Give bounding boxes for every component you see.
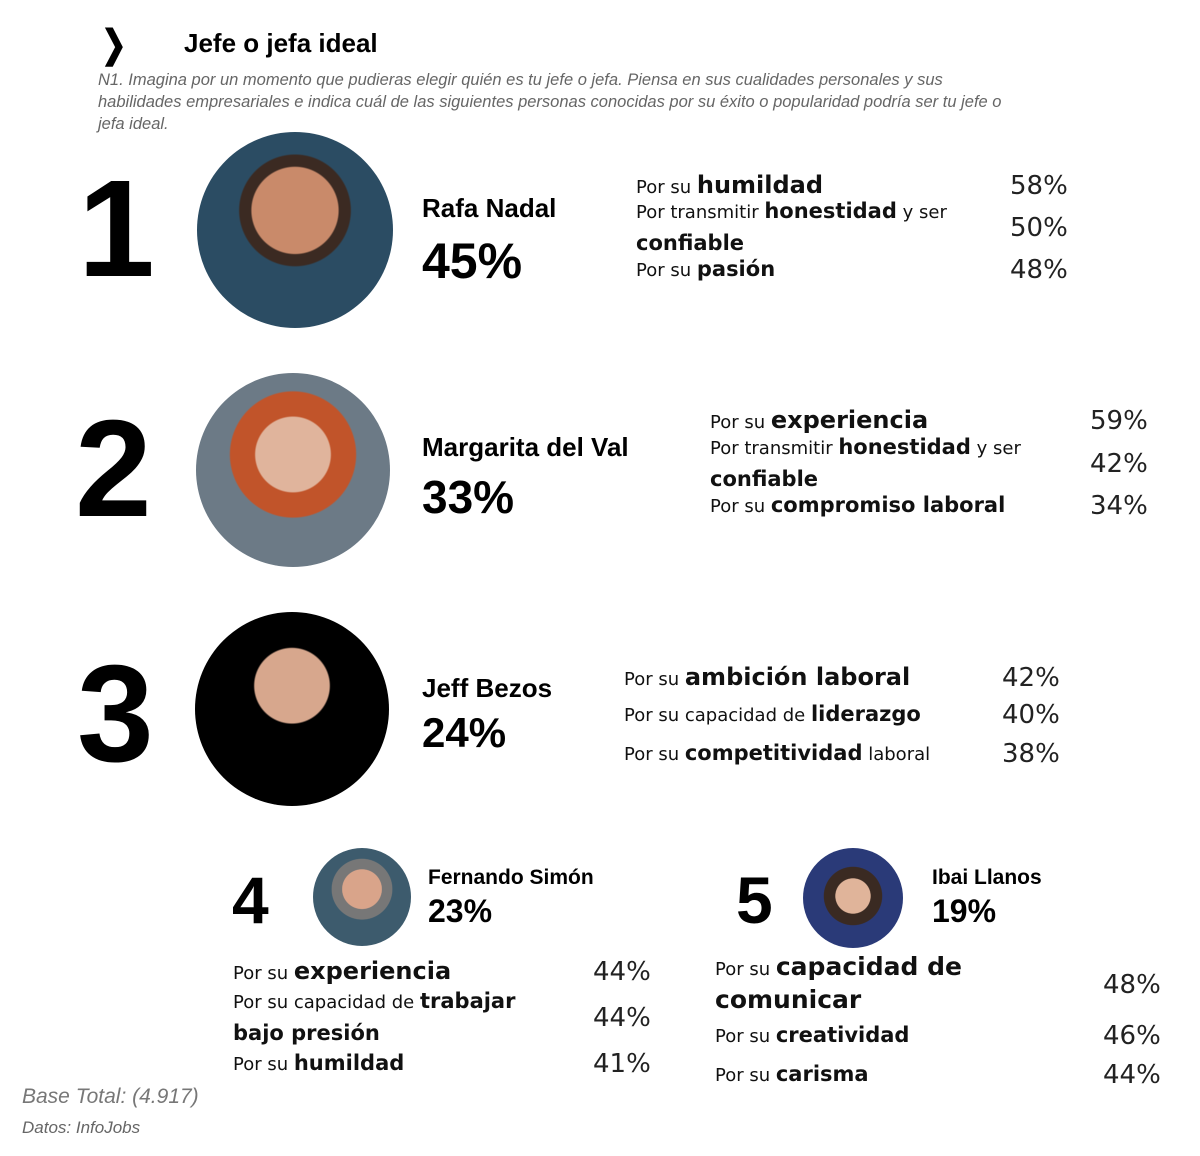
reason-keyword: humildad: [696, 170, 824, 199]
reason-percent: 46%: [1103, 1021, 1161, 1051]
reason-text: y ser: [896, 201, 947, 223]
reason-percent: 42%: [1002, 663, 1060, 693]
survey-question: N1. Imagina por un momento que pudieras …: [98, 71, 1002, 133]
data-source: Datos: InfoJobs: [22, 1118, 141, 1137]
reason-percent: 38%: [1002, 739, 1060, 769]
reason-row: Por su carisma 44%: [715, 1055, 1173, 1095]
reason-keyword: experiencia: [293, 956, 452, 985]
reason-text: Por transmitir: [636, 201, 765, 223]
reason-percent: 48%: [1103, 970, 1161, 1000]
reason-row: Por su ambición laboral 42%: [624, 660, 1072, 696]
reason-row: Por su capacidad de liderazgo 40%: [624, 696, 1072, 734]
reason-text: Por su: [710, 496, 771, 517]
person-name: Ibai Llanos: [932, 866, 1042, 889]
reason-keyword: creatividad: [775, 1023, 910, 1047]
reason-percent: 58%: [1010, 171, 1068, 201]
chevron-right-icon: ❯: [101, 24, 127, 66]
reason-text: Por su: [636, 176, 697, 198]
reason-keyword: competitividad: [684, 741, 863, 765]
reason-keyword: capacidad de comunicar: [715, 952, 962, 1014]
reason-keyword: honestidad: [838, 434, 971, 459]
person-percent: 45%: [422, 233, 523, 289]
reasons-list: Por su capacidad de comunicar 48% Por su c…: [715, 952, 1173, 1095]
page-title: Jefe o jefa ideal: [184, 28, 378, 58]
reason-percent: 59%: [1090, 406, 1148, 436]
reason-keyword: humildad: [293, 1051, 405, 1075]
reason-text: Por su: [636, 260, 697, 281]
reasons-list: Por su humildad 58% Por transmitir honesti…: [636, 170, 1080, 285]
reason-row: Por su compromiso laboral 34%: [710, 491, 1160, 521]
reason-keyword: liderazgo: [810, 702, 921, 726]
reason-keyword: ambición laboral: [684, 662, 911, 691]
reason-keyword: confiable: [636, 230, 745, 255]
person-photo: [196, 373, 390, 567]
reason-percent: 48%: [1010, 255, 1068, 285]
person-photo: [803, 848, 903, 948]
reason-text: laboral: [862, 744, 931, 765]
reason-row: Por su pasión 48%: [636, 255, 1080, 285]
reason-percent: 41%: [593, 1049, 651, 1079]
reason-text: Por su: [624, 744, 685, 765]
rank-number: 5: [736, 863, 773, 937]
reason-row: Por su experiencia 44%: [233, 955, 663, 989]
reason-percent: 50%: [1010, 212, 1068, 243]
reason-row: Por su competitividad laboral 38%: [624, 734, 1072, 774]
reason-row: Por su capacidad de comunicar 48%: [715, 952, 1173, 1017]
reason-row: Por transmitir honestidad y ser confiabl…: [710, 434, 1160, 491]
rank-number: 2: [75, 392, 152, 546]
person-percent: 19%: [932, 893, 997, 929]
rank-number: 3: [77, 637, 154, 791]
person-name: Jeff Bezos: [422, 673, 553, 703]
reason-percent: 44%: [593, 957, 651, 987]
reason-text: Por su: [715, 959, 776, 980]
reason-text: Por su: [624, 668, 685, 690]
reason-keyword: pasión: [696, 257, 776, 281]
reason-row: Por su humildad 58%: [636, 170, 1080, 201]
person-photo: [197, 132, 393, 328]
person-photo: [195, 612, 389, 806]
reason-text: Por su capacidad de: [233, 992, 420, 1013]
reason-text: Por su: [233, 1054, 294, 1075]
reason-row: Por su creatividad 46%: [715, 1017, 1173, 1055]
person-name: Rafa Nadal: [422, 193, 557, 223]
reason-row: Por su humildad 41%: [233, 1047, 663, 1081]
person-name: Fernando Simón: [428, 866, 594, 889]
reason-keyword: experiencia: [770, 405, 929, 434]
reasons-list: Por su ambición laboral 42% Por su capacid…: [624, 660, 1072, 774]
rank-number: 4: [232, 863, 269, 937]
reason-keyword: confiable: [710, 466, 819, 491]
reason-text: Por su: [710, 411, 771, 433]
reason-text: Por transmitir: [710, 437, 839, 459]
reason-text: Por su: [715, 1026, 776, 1047]
person-photo: [313, 848, 411, 946]
reason-percent: 44%: [593, 1003, 651, 1033]
reason-percent: 40%: [1002, 700, 1060, 730]
reason-row: Por su capacidad de trabajar bajo presió…: [233, 989, 663, 1047]
reason-row: Por su experiencia 59%: [710, 406, 1160, 436]
reason-keyword: trabajar bajo presión: [233, 989, 516, 1045]
reason-text: Por su capacidad de: [624, 705, 811, 726]
person-name: Margarita del Val: [422, 432, 629, 462]
reason-percent: 34%: [1090, 491, 1148, 521]
reasons-list: Por su experiencia 44% Por su capacidad de…: [233, 955, 663, 1081]
reason-row: Por transmitir honestidad y ser confiabl…: [636, 198, 1080, 255]
reasons-list: Por su experiencia 59% Por transmitir hone…: [710, 406, 1160, 521]
rank-number: 1: [78, 152, 155, 306]
reason-keyword: compromiso laboral: [770, 493, 1006, 517]
reason-text: Por su: [715, 1065, 776, 1086]
reason-percent: 42%: [1090, 448, 1148, 479]
reason-keyword: carisma: [775, 1062, 869, 1086]
base-total: Base Total: (4.917): [22, 1085, 199, 1108]
reason-keyword: honestidad: [764, 198, 897, 223]
person-percent: 23%: [428, 893, 493, 929]
reason-text: Por su: [233, 962, 294, 984]
reason-text: y ser: [970, 437, 1021, 459]
person-percent: 24%: [422, 709, 507, 756]
reason-percent: 44%: [1103, 1060, 1161, 1090]
person-percent: 33%: [422, 471, 515, 523]
